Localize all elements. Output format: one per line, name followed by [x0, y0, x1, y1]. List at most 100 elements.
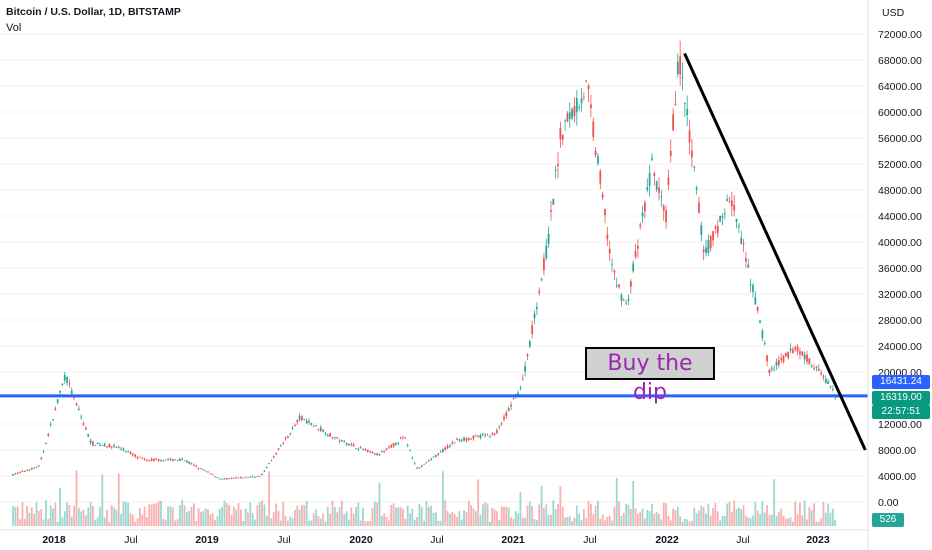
- candle-body: [54, 408, 57, 410]
- candle-body: [324, 433, 327, 435]
- candle-body: [423, 463, 426, 465]
- candle-body: [305, 421, 308, 424]
- candle-body: [218, 478, 221, 480]
- volume-bar: [474, 511, 477, 526]
- volume-bar: [178, 505, 181, 526]
- candle-body: [387, 446, 390, 448]
- candle-body: [322, 429, 325, 432]
- candle-body: [590, 104, 592, 109]
- candle-body: [723, 213, 726, 214]
- volume-bar: [646, 509, 649, 526]
- volume-bar: [87, 507, 90, 526]
- candle-body: [99, 444, 101, 446]
- candle-body: [651, 158, 653, 160]
- volume-bar: [284, 515, 287, 526]
- volume-bar: [89, 501, 92, 526]
- last-price-tag: 16431.24: [872, 375, 930, 389]
- volume-bar: [160, 500, 162, 526]
- volume-bar: [761, 501, 764, 526]
- candle-body: [458, 439, 461, 441]
- volume-bar: [106, 509, 108, 526]
- candle-body: [185, 460, 188, 463]
- volume-bar: [679, 516, 682, 526]
- volume-bar: [831, 508, 834, 526]
- candle-body: [383, 451, 386, 453]
- candle-body: [249, 476, 252, 478]
- candle-body: [465, 438, 468, 441]
- volume-bar: [261, 500, 263, 526]
- volume-bar: [235, 509, 238, 526]
- candle-body: [827, 381, 830, 384]
- candle-body: [183, 460, 186, 462]
- volume-bar: [108, 521, 111, 526]
- buy-the-dip-note[interactable]: Buy the dip: [585, 347, 715, 405]
- candle-body: [268, 463, 270, 465]
- candle-body: [303, 418, 306, 420]
- trend-line[interactable]: [683, 52, 867, 451]
- candle-body: [263, 470, 266, 472]
- candle-body: [279, 445, 282, 447]
- volume-bar: [315, 509, 317, 526]
- candle-body: [317, 429, 320, 431]
- volume-bar: [427, 506, 430, 526]
- y-tick-label: 12000.00: [878, 419, 922, 431]
- candle-body: [756, 307, 759, 311]
- volume-bar: [528, 501, 531, 526]
- candle-body: [77, 408, 80, 411]
- volume-bar: [373, 501, 376, 526]
- volume-bar: [270, 518, 273, 526]
- candle-body: [409, 449, 411, 451]
- candle-body: [479, 434, 482, 439]
- candle-body: [439, 451, 442, 453]
- candle-body: [136, 457, 139, 459]
- x-tick-label: Jul: [736, 534, 749, 546]
- volume-bar: [817, 521, 820, 526]
- volume-bar: [745, 515, 747, 526]
- candle-body: [763, 342, 766, 344]
- volume-bar: [124, 501, 127, 526]
- candle-body: [294, 425, 296, 426]
- candle-body: [45, 442, 47, 445]
- volume-bar: [507, 507, 510, 526]
- y-tick-label: 24000.00: [878, 341, 922, 353]
- candle-body: [202, 469, 205, 471]
- volume-bar: [571, 521, 574, 526]
- volume-bar: [559, 486, 562, 526]
- candle-body: [402, 437, 404, 439]
- candle-body: [611, 264, 613, 266]
- volume-bar: [366, 521, 369, 526]
- candle-body: [385, 448, 388, 451]
- chart-grid: [0, 33, 868, 503]
- candle-body: [554, 169, 557, 171]
- volume-bar: [247, 512, 249, 526]
- volume-bar: [615, 477, 618, 526]
- candle-body: [296, 420, 299, 423]
- volume-bar: [442, 471, 444, 526]
- volume-bar: [171, 507, 174, 526]
- volume-bar: [735, 509, 738, 526]
- candle-body: [148, 460, 151, 462]
- volume-bar: [540, 485, 543, 526]
- volume-bar: [397, 507, 400, 526]
- volume-bar: [719, 520, 721, 526]
- volume-bar: [622, 513, 625, 526]
- volume-bar: [66, 502, 68, 526]
- candle-body: [552, 199, 555, 205]
- candle-body: [759, 320, 761, 323]
- candle-body: [709, 235, 712, 249]
- volume-bar: [702, 507, 705, 526]
- candle-body: [831, 389, 834, 390]
- volume-bar: [167, 506, 169, 526]
- volume-bar: [77, 507, 80, 526]
- candle-body: [700, 225, 703, 236]
- candle-body: [726, 199, 729, 201]
- volume-bar: [268, 471, 270, 526]
- volume-bar: [277, 510, 280, 526]
- candle-body: [686, 108, 689, 116]
- candle-body: [406, 445, 409, 447]
- volume-bar: [564, 517, 566, 526]
- volume-bar: [237, 503, 240, 526]
- volume-bar: [134, 521, 137, 526]
- volume-bar: [686, 519, 689, 526]
